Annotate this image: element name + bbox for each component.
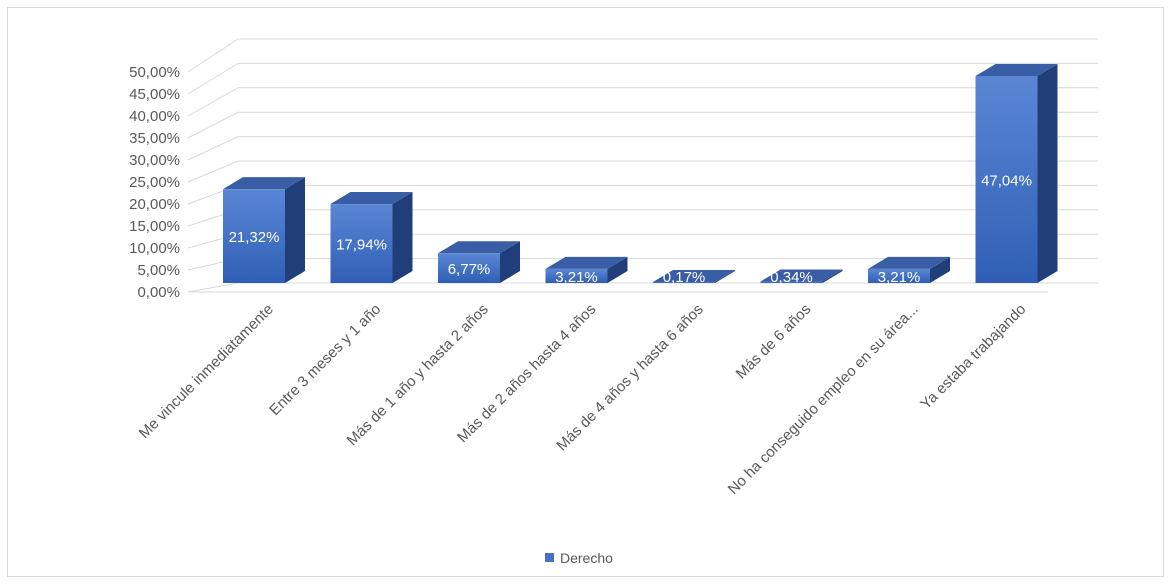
bar-side — [285, 177, 305, 283]
data-label: 6,77% — [448, 261, 491, 278]
category-label: Ya estaba trabajando — [917, 301, 1029, 413]
y-tick-label: 50,00% — [129, 64, 180, 81]
bar — [868, 256, 950, 283]
data-label: 17,94% — [336, 237, 387, 254]
bar — [760, 269, 843, 283]
bar-side — [822, 269, 843, 283]
bar-top — [868, 256, 950, 269]
gridline-diagonal — [187, 38, 239, 73]
gridline-diagonal — [187, 282, 239, 293]
gridline-diagonal — [187, 111, 239, 139]
bar-front — [438, 253, 500, 283]
bar-top — [330, 192, 413, 205]
bar-top — [653, 270, 735, 282]
data-label: 47,04% — [981, 173, 1032, 190]
y-tick-label: 35,00% — [129, 130, 180, 147]
bar-front — [868, 268, 930, 283]
bar — [438, 241, 520, 283]
bar-front — [330, 204, 393, 283]
bar — [330, 192, 413, 283]
data-label: 0,17% — [663, 269, 706, 286]
bar — [975, 64, 1058, 283]
data-label: 3,21% — [878, 269, 921, 286]
gridline-diagonal — [187, 136, 239, 161]
bar-side — [930, 256, 950, 283]
gridlines — [187, 38, 1098, 293]
gridline-diagonal — [187, 62, 239, 95]
bar-front — [975, 76, 1038, 283]
bar-front — [760, 281, 823, 283]
category-label: Me vincule inmediatamente — [136, 301, 277, 442]
legend-swatch — [545, 553, 554, 562]
bar-top — [545, 256, 628, 269]
gridline-diagonal — [187, 160, 239, 183]
y-axis-ticks: 0,00% 5,00% 10,00% 15,00% 20,00% 25,00% 30,00%… — [129, 64, 180, 301]
bar-top — [975, 64, 1058, 76]
bars — [223, 64, 1058, 283]
bar-side — [1037, 64, 1058, 283]
y-tick-label: 40,00% — [129, 108, 180, 125]
bar-front — [545, 268, 608, 283]
bar-side — [500, 241, 520, 283]
data-label: 3,21% — [555, 269, 598, 286]
legend-label: Derecho — [560, 550, 613, 566]
bar-top — [438, 241, 520, 254]
bar — [545, 256, 628, 283]
bar-front — [653, 282, 715, 283]
category-label: No ha conseguido empleo en su área... — [725, 301, 922, 498]
y-tick-label: 45,00% — [129, 86, 180, 103]
bar-side — [392, 192, 413, 283]
category-label: Entre 3 meses y 1 año — [266, 301, 384, 419]
y-tick-label: 10,00% — [129, 240, 180, 257]
y-tick-label: 5,00% — [137, 262, 180, 279]
gridline-diagonal — [187, 87, 239, 117]
category-label: Más de 6 años — [733, 301, 815, 383]
y-tick-label: 0,00% — [137, 284, 180, 301]
bar-side — [715, 270, 735, 283]
legend: Derecho — [545, 550, 613, 566]
bar-side — [607, 256, 628, 283]
y-tick-label: 20,00% — [129, 196, 180, 213]
bar-top — [223, 177, 305, 190]
data-labels: 21,32% 17,94% 6,77% 3,21% 0,17% 0,34% 3,21% 47,… — [229, 173, 1032, 287]
y-tick-label: 30,00% — [129, 152, 180, 169]
bar — [223, 177, 305, 283]
y-tick-label: 25,00% — [129, 174, 180, 191]
bar-front — [223, 189, 285, 283]
bar-top — [760, 269, 843, 282]
y-tick-label: 15,00% — [129, 218, 180, 235]
data-label: 0,34% — [770, 269, 813, 286]
data-label: 21,32% — [229, 229, 280, 246]
bar — [653, 270, 735, 283]
